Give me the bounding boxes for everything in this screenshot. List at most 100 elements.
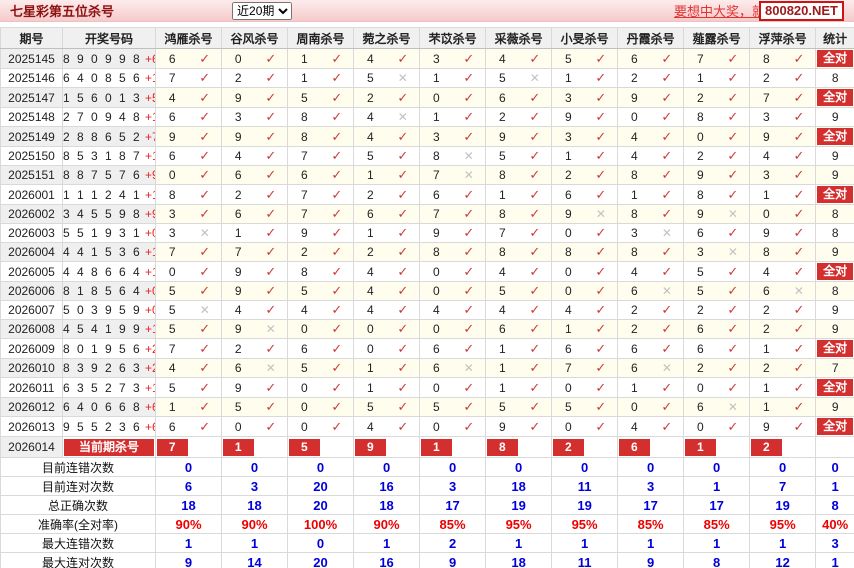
check-icon: ✓ (529, 379, 541, 395)
summary-label: 最大连对次数 (0, 552, 156, 568)
kill-number-cell: 2 (683, 300, 717, 320)
check-mark-cell: ✓ (716, 184, 751, 205)
check-mark-cell: ✓ (584, 107, 619, 127)
check-mark-cell: ✓ (452, 416, 487, 437)
check-mark-cell: ✓ (716, 87, 751, 108)
check-mark-cell: ✓ (650, 165, 685, 185)
summary-value: 19 (485, 495, 553, 515)
period-cell: 2026009 (0, 338, 63, 359)
range-select[interactable]: 近20期 (232, 1, 293, 20)
kill-number-cell: 4 (353, 281, 387, 301)
kill-number-cell: 6 (617, 48, 651, 69)
check-icon: ✓ (529, 50, 541, 66)
check-icon: ✓ (529, 360, 541, 375)
check-mark-cell: ✓ (782, 223, 817, 243)
check-mark-cell: ✓ (452, 281, 487, 301)
kill-number-cell: 4 (353, 107, 387, 127)
check-mark-cell: ✓ (452, 68, 487, 88)
check-icon: ✓ (265, 89, 277, 105)
check-icon: ✓ (265, 70, 277, 85)
kill-number-cell: 4 (353, 48, 387, 69)
summary-value: 6 (154, 476, 223, 496)
kill-number-cell: 6 (683, 338, 717, 359)
check-icon: ✓ (397, 148, 409, 163)
draw-digits: 4 4 1 5 3 6 (63, 245, 142, 259)
cross-icon: ✕ (661, 284, 672, 298)
check-icon: ✓ (199, 340, 211, 356)
check-mark-cell: ✓ (254, 223, 289, 243)
kill-number-cell: 9 (221, 319, 255, 339)
cross-icon: ✕ (793, 284, 804, 298)
check-mark-cell: ✓ (254, 68, 289, 88)
check-mark-cell: ✓ (782, 68, 817, 88)
kill-number-cell: 8 (617, 204, 651, 224)
check-mark-cell: ✓ (452, 87, 487, 108)
summary-value: 18 (353, 495, 421, 515)
column-header-7: 采薇杀号 (485, 27, 553, 49)
check-mark-cell: ✓ (320, 68, 355, 88)
summary-value: 1 (154, 533, 223, 553)
check-icon: ✓ (331, 302, 343, 317)
cross-icon: ✕ (463, 149, 474, 163)
current-kill-cell: 1 (419, 436, 453, 458)
check-icon: ✓ (463, 109, 475, 124)
check-icon: ✓ (463, 379, 475, 395)
check-icon: ✓ (661, 418, 673, 434)
check-icon: ✓ (331, 283, 343, 298)
period-cell: 2026013 (0, 416, 63, 437)
check-mark-cell: ✓ (584, 48, 619, 69)
draw-digits: 4 4 8 6 6 4 (63, 264, 142, 279)
period-cell: 2025148 (0, 107, 63, 127)
promo-link[interactable]: 要想中大奖，就 (673, 4, 765, 19)
kill-number-cell: 9 (749, 126, 783, 147)
current-period-row: 2026014 当前期杀号 7 1 5 9 1 8 2 6 1 2 (0, 436, 854, 458)
check-icon: ✓ (793, 263, 805, 279)
check-icon: ✓ (727, 360, 739, 375)
draw-code-cell: 2 7 0 9 4 8 +10 (62, 107, 156, 127)
check-mark-cell: ✓ (650, 204, 685, 224)
kill-number-cell: 4 (485, 48, 519, 69)
result-badge: 全对 (817, 186, 854, 203)
check-icon: ✓ (595, 379, 607, 395)
check-icon: ✓ (661, 379, 673, 395)
check-mark-cell: ✓ (650, 300, 685, 320)
current-kill-cell: 7 (155, 436, 189, 458)
check-mark-cell: ✓ (188, 165, 223, 185)
check-icon: ✓ (793, 70, 805, 85)
check-mark-cell: ✓ (188, 281, 223, 301)
kill-number-cell: 4 (617, 126, 651, 147)
cross-icon: ✕ (529, 71, 540, 85)
kill-number-cell: 3 (419, 48, 453, 69)
result-cell: 全对 (815, 184, 854, 205)
kill-number-cell: 2 (353, 87, 387, 108)
kill-number-cell: 6 (749, 281, 783, 301)
check-mark-cell: ✓ (188, 261, 223, 282)
draw-code-cell: 8 9 0 9 9 8 +6 (62, 48, 156, 69)
check-icon: ✓ (793, 302, 805, 317)
check-mark-cell: ✓ (518, 165, 553, 185)
check-mark-cell: ✓ (518, 319, 553, 339)
check-icon: ✓ (529, 283, 541, 298)
promo-site-box[interactable]: 800820.NET (759, 0, 844, 21)
summary-value: 90% (154, 514, 223, 534)
draw-digits: 6 4 0 8 5 6 (63, 71, 142, 85)
check-mark-cell: ✓ (716, 68, 751, 88)
check-mark-cell: ✓ (650, 416, 685, 437)
kill-number-cell: 8 (287, 126, 321, 147)
summary-value: 2 (419, 533, 487, 553)
summary-value: 95% (485, 514, 553, 534)
check-icon: ✓ (463, 128, 475, 144)
kill-number-cell: 5 (221, 397, 255, 417)
check-mark-cell: ✓ (716, 358, 751, 378)
kill-number-cell: 8 (485, 242, 519, 262)
check-mark-cell: ✕ (584, 204, 619, 224)
kill-number-cell: 3 (155, 223, 189, 243)
check-icon: ✓ (199, 418, 211, 434)
check-mark-cell: ✓ (518, 416, 553, 437)
summary-value: 90% (353, 514, 421, 534)
summary-value: 0 (287, 457, 355, 477)
cross-icon: ✕ (661, 226, 672, 240)
check-icon: ✓ (331, 148, 343, 163)
